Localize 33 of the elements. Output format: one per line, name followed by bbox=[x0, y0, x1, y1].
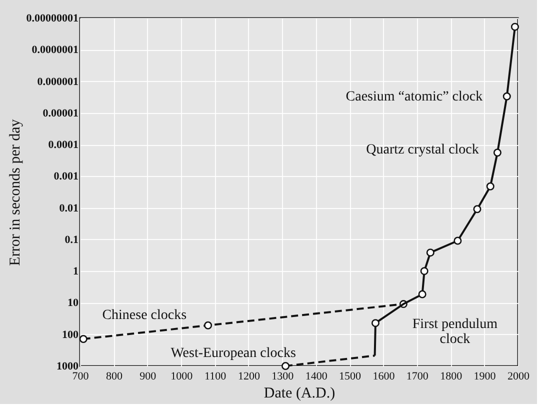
y-tick-label: 1000 bbox=[56, 360, 79, 372]
y-tick-label: 0.01 bbox=[59, 202, 78, 214]
x-tick-label: 1200 bbox=[238, 370, 260, 382]
y-tick-label: 100 bbox=[62, 328, 79, 341]
y-axis-title: Error in seconds per day bbox=[7, 118, 24, 266]
x-axis-title: Date (A.D.) bbox=[264, 386, 336, 402]
x-tick-label: 900 bbox=[140, 370, 157, 382]
x-tick-label: 1000 bbox=[170, 370, 194, 382]
y-tick-label: 0.0001 bbox=[48, 139, 78, 152]
annotation: Quartz crystal clock bbox=[366, 142, 479, 158]
y-tick-label: 1 bbox=[73, 266, 78, 278]
y-tick-label: 0.0000001 bbox=[32, 44, 78, 56]
x-tick-label: 1600 bbox=[372, 370, 396, 382]
annotation: Caesium “atomic” clock bbox=[346, 89, 483, 104]
annotation: First pendulum clock bbox=[412, 317, 498, 348]
x-tick-label: 1900 bbox=[474, 370, 496, 382]
y-tick-label: 0.001 bbox=[54, 170, 78, 183]
x-tick-label: 700 bbox=[72, 370, 90, 382]
y-tick-label: 0.00000001 bbox=[26, 12, 78, 24]
x-tick-label: 1500 bbox=[339, 370, 362, 382]
y-tick-label: 10 bbox=[68, 297, 79, 310]
x-tick-label: 800 bbox=[106, 370, 123, 382]
x-tick-label: 1800 bbox=[440, 370, 463, 382]
x-tick-label: 1300 bbox=[272, 370, 294, 382]
x-tick-label: 2000 bbox=[508, 370, 530, 382]
annotation: West-European clocks bbox=[170, 346, 296, 361]
x-tick-label: 1400 bbox=[305, 370, 328, 382]
annotation: Chinese clocks bbox=[102, 308, 187, 323]
y-tick-label: 0.1 bbox=[64, 234, 78, 246]
y-tick-label: 0.00001 bbox=[42, 107, 78, 120]
y-tick-label: 0.000001 bbox=[37, 76, 78, 88]
x-tick-label: 1700 bbox=[406, 370, 429, 382]
x-tick-label: 1100 bbox=[204, 370, 227, 382]
